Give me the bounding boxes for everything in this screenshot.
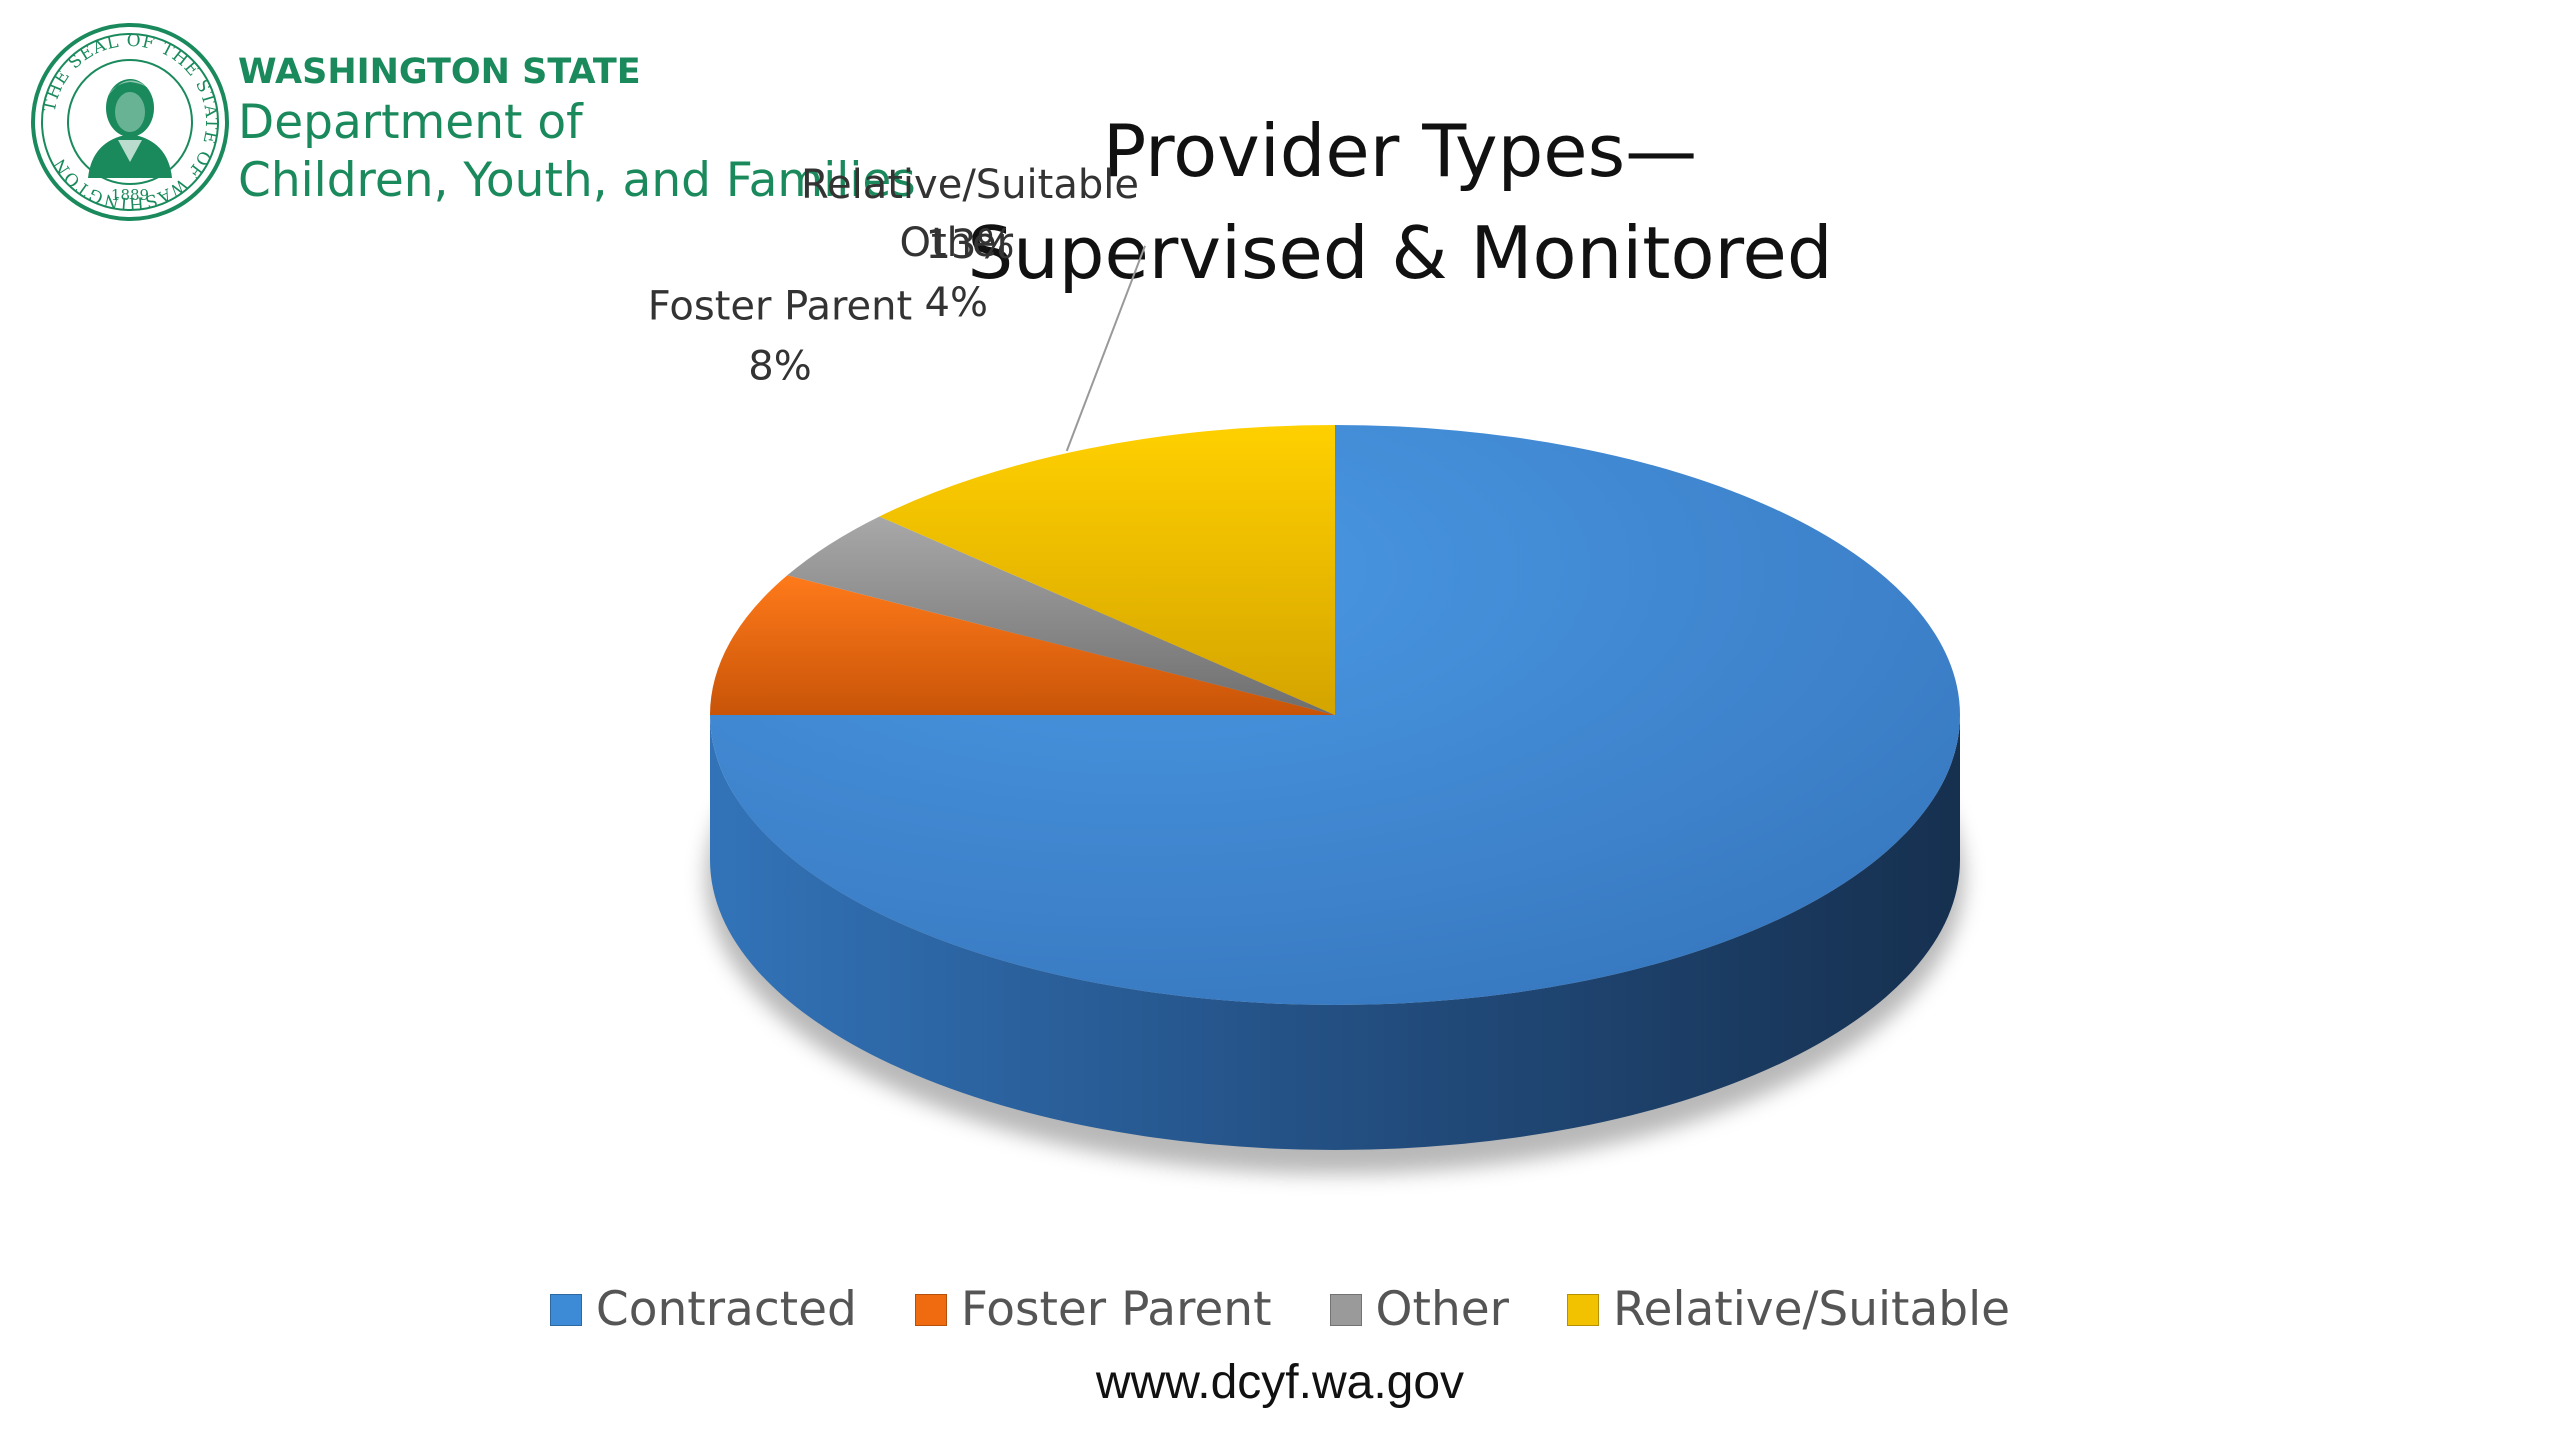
legend-swatch-foster-parent <box>914 1293 947 1326</box>
washington-state-seal-icon: THE SEAL OF THE STATE OF WASHINGTON 1889 <box>31 23 229 221</box>
data-label-name-relative-suitable: Relative/Suitable <box>801 162 1139 208</box>
pie-slice-foster-parent <box>710 575 1335 715</box>
legend-item-foster-parent: Foster Parent <box>914 1282 1272 1337</box>
legend-item-relative-suitable: Relative/Suitable <box>1566 1282 2011 1337</box>
dcyf-logo: THE SEAL OF THE STATE OF WASHINGTON 1889… <box>30 22 930 237</box>
pie-slice-relative-suitable <box>879 425 1335 715</box>
legend-label-contracted: Contracted <box>595 1282 857 1337</box>
data-label-name-foster-parent: Foster Parent <box>648 284 912 330</box>
pie-slice-other <box>787 516 1335 715</box>
data-label-name-other: Other <box>899 220 1013 266</box>
data-label-value-other: 4% <box>925 280 988 326</box>
org-line-2: Children, Youth, and Families <box>238 153 916 208</box>
leader-line-relative-suitable <box>1065 245 1146 452</box>
legend-label-other: Other <box>1375 1282 1509 1337</box>
data-label-value-foster-parent: 8% <box>748 344 811 390</box>
chart-title-line-2: Supervised & Monitored <box>967 211 1833 295</box>
website-url[interactable]: www.dcyf.wa.gov <box>1095 1356 1465 1409</box>
chart-title-line-1: Provider Types— <box>1102 109 1698 193</box>
pie-side-contracted <box>710 715 1960 1150</box>
org-name: WASHINGTON STATE Department of Children,… <box>238 50 916 210</box>
legend-item-other: Other <box>1329 1282 1509 1337</box>
washington-portrait-icon <box>88 79 172 178</box>
data-label-value-relative-suitable: 13% <box>926 222 1015 268</box>
legend-item-contracted: Contracted <box>549 1282 857 1337</box>
org-state: WASHINGTON STATE <box>238 52 641 92</box>
legend-label-foster-parent: Foster Parent <box>960 1282 1272 1337</box>
legend-swatch-contracted <box>549 1293 582 1326</box>
legend-label-relative-suitable: Relative/Suitable <box>1612 1282 2011 1337</box>
seal-year: 1889 <box>111 186 149 204</box>
chart-legend: Contracted Foster Parent Other Relative/… <box>0 1282 2560 1337</box>
legend-swatch-relative-suitable <box>1566 1293 1599 1326</box>
legend-swatch-other <box>1329 1293 1362 1326</box>
chart-title: Provider Types— Supervised & Monitored <box>790 100 2010 304</box>
org-line-1: Department of <box>238 95 583 150</box>
